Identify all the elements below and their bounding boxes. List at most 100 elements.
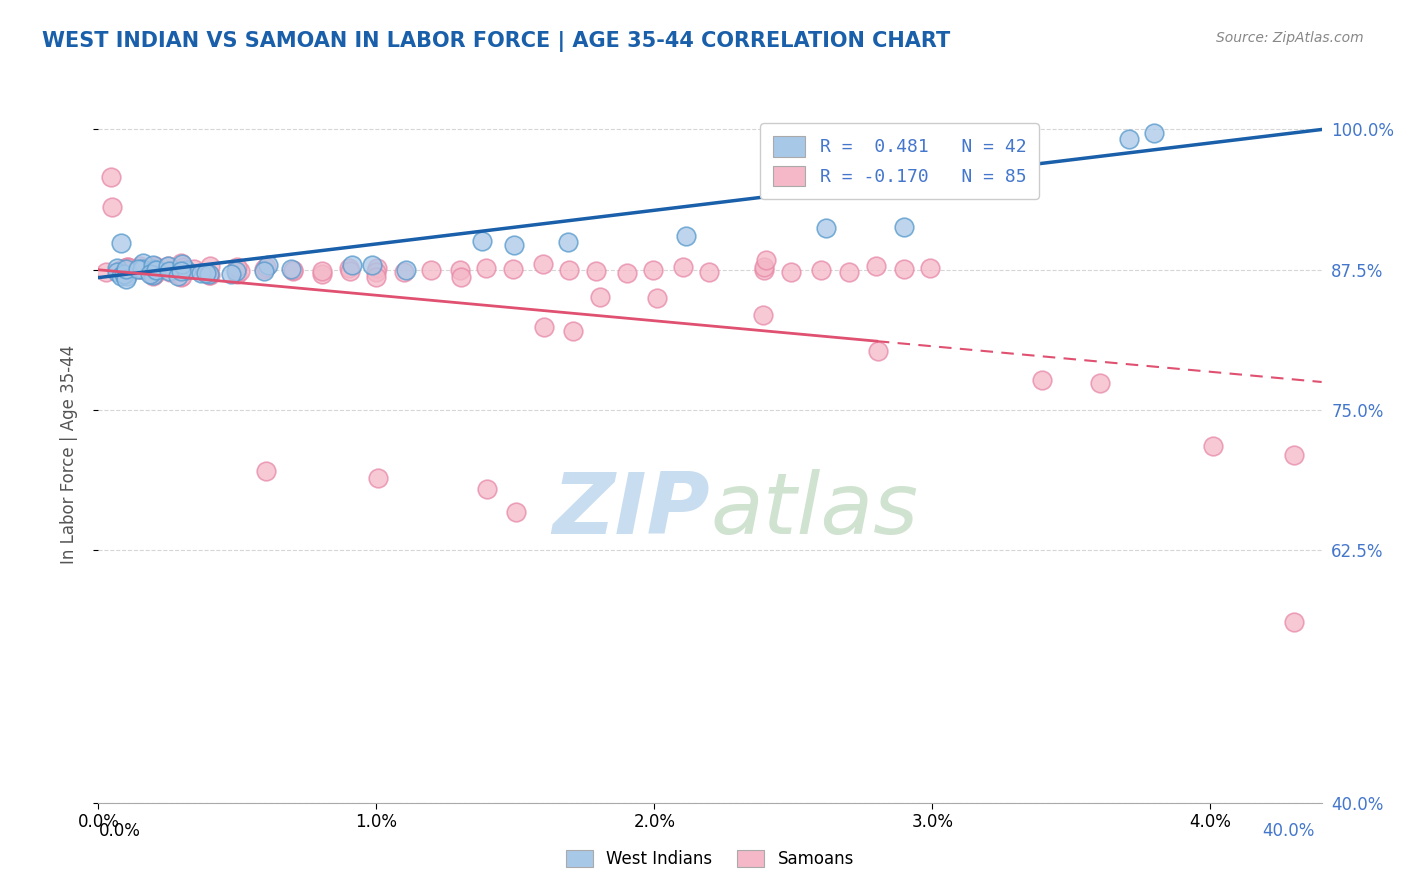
Legend: West Indians, Samoans: West Indians, Samoans	[560, 843, 860, 874]
Point	[645, 291, 668, 305]
Point	[145, 265, 167, 279]
Point	[115, 272, 138, 286]
Point	[475, 260, 498, 275]
Point	[1282, 448, 1305, 462]
Point	[118, 261, 141, 276]
Point	[675, 229, 697, 244]
Point	[585, 263, 607, 277]
Point	[533, 320, 555, 334]
Point	[198, 268, 221, 282]
Point	[157, 259, 180, 273]
Point	[254, 464, 277, 478]
Text: ZIP: ZIP	[553, 469, 710, 552]
Point	[170, 264, 193, 278]
Point	[127, 262, 149, 277]
Point	[1031, 373, 1053, 387]
Point	[172, 260, 194, 275]
Point	[253, 263, 276, 277]
Point	[225, 264, 247, 278]
Point	[143, 260, 166, 275]
Point	[561, 325, 583, 339]
Point	[145, 263, 167, 277]
Point	[311, 267, 333, 281]
Point	[96, 265, 118, 279]
Point	[115, 260, 138, 275]
Point	[558, 263, 581, 277]
Point	[1143, 126, 1166, 140]
Point	[131, 262, 153, 277]
Point	[159, 265, 181, 279]
Point	[868, 344, 890, 359]
Point	[229, 264, 252, 278]
Point	[810, 263, 832, 277]
Point	[337, 260, 360, 275]
Point	[471, 234, 494, 248]
Point	[643, 262, 665, 277]
Text: WEST INDIAN VS SAMOAN IN LABOR FORCE | AGE 35-44 CORRELATION CHART: WEST INDIAN VS SAMOAN IN LABOR FORCE | A…	[42, 31, 950, 53]
Point	[449, 263, 471, 277]
Point	[672, 260, 695, 275]
Point	[392, 265, 415, 279]
Point	[280, 262, 302, 277]
Point	[142, 258, 165, 272]
Point	[101, 200, 124, 214]
Point	[198, 268, 221, 283]
Point	[311, 264, 333, 278]
Point	[141, 263, 163, 277]
Point	[420, 262, 443, 277]
Point	[145, 263, 167, 277]
Point	[1118, 132, 1140, 146]
Point	[170, 269, 193, 284]
Point	[142, 268, 165, 282]
Point	[172, 269, 194, 284]
Point	[132, 256, 155, 270]
Point	[505, 505, 527, 519]
Point	[225, 260, 247, 274]
Point	[225, 267, 247, 281]
Point	[105, 265, 128, 279]
Point	[198, 267, 221, 281]
Point	[142, 261, 165, 276]
Point	[450, 270, 472, 285]
Point	[117, 260, 139, 274]
Point	[143, 259, 166, 273]
Point	[128, 259, 150, 273]
Point	[115, 264, 138, 278]
Point	[364, 265, 387, 279]
Point	[340, 258, 363, 272]
Point	[865, 260, 887, 274]
Point	[117, 268, 139, 283]
Point	[752, 263, 775, 277]
Point	[166, 269, 188, 284]
Text: 0.0%: 0.0%	[98, 822, 141, 839]
Point	[1282, 615, 1305, 629]
Point	[183, 262, 205, 277]
Point	[170, 256, 193, 270]
Point	[752, 309, 775, 323]
Point	[557, 235, 579, 250]
Point	[502, 237, 524, 252]
Point	[115, 260, 138, 274]
Point	[367, 471, 389, 485]
Point	[395, 263, 418, 277]
Point	[114, 260, 136, 275]
Point	[108, 263, 131, 277]
Point	[616, 266, 638, 280]
Point	[198, 260, 221, 274]
Point	[157, 259, 180, 273]
Point	[254, 260, 277, 274]
Point	[131, 261, 153, 276]
Point	[283, 264, 305, 278]
Point	[115, 267, 138, 281]
Point	[838, 264, 860, 278]
Point	[143, 268, 166, 282]
Point	[752, 260, 775, 275]
Point	[360, 258, 382, 272]
Point	[115, 266, 138, 280]
Point	[112, 267, 135, 281]
Point	[257, 258, 280, 272]
Point	[920, 261, 942, 276]
Point	[475, 483, 498, 497]
Point	[366, 261, 388, 276]
Point	[105, 260, 128, 275]
